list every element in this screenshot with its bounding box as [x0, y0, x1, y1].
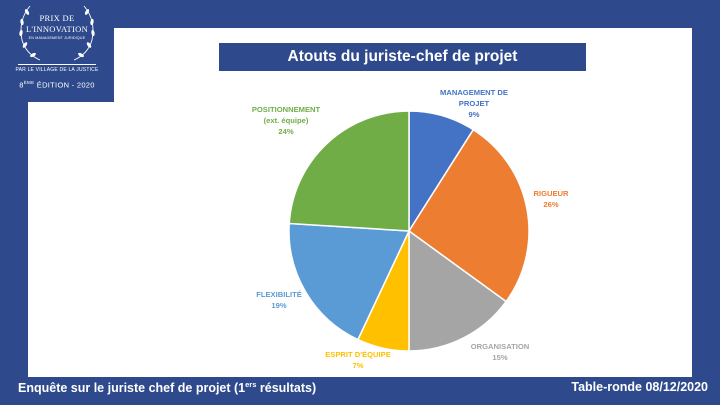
logo-edition: 8ÈME ÉDITION - 2020 — [0, 80, 114, 90]
slice-label-2: ORGANISATION 15% — [471, 342, 530, 362]
slice-label-4: FLEXIBILITÉ 19% — [256, 290, 302, 310]
laurel-wreath-icon — [19, 5, 95, 61]
logo: PRIX DE L'INNOVATION EN MANAGEMENT JURID… — [0, 0, 114, 102]
pie-slice-4 — [288, 222, 411, 341]
logo-line-2: L'INNOVATION — [25, 24, 89, 34]
footer-left-main: Enquête sur le juriste chef de projet (1 — [18, 381, 246, 395]
edition-rest: ÉDITION - 2020 — [34, 80, 95, 90]
pie-slice-2 — [408, 229, 508, 352]
footer-left-sup: ers — [245, 380, 257, 389]
slice-label-1: RIGUEUR 26% — [533, 189, 569, 209]
pie-slice-5 — [288, 110, 410, 232]
footer-left-end: résultats) — [256, 381, 317, 395]
slice-label-5: POSITIONNEMENT (ext. équipe) 24% — [252, 105, 321, 136]
pie-slice-1 — [407, 128, 530, 303]
chart-title: Atouts du juriste-chef de projet — [219, 43, 586, 71]
edition-suffix: ÈME — [23, 80, 35, 85]
slice-label-0: MANAGEMENT DE PROJET 9% — [440, 88, 508, 119]
logo-divider — [18, 64, 96, 65]
logo-line-4: PAR LE VILLAGE DE LA JUSTICE — [15, 67, 99, 73]
footer-date: Table-ronde 08/12/2020 — [571, 380, 708, 394]
footer-survey-title: Enquête sur le juriste chef de projet (1… — [18, 380, 316, 395]
logo-line-1: PRIX DE — [39, 13, 75, 23]
slice-label-3: ESPRIT D'ÉQUIPE 7% — [325, 350, 391, 370]
edition-number: 8 — [19, 80, 24, 90]
logo-line-3: EN MANAGEMENT JURIDIQUE — [28, 36, 86, 40]
